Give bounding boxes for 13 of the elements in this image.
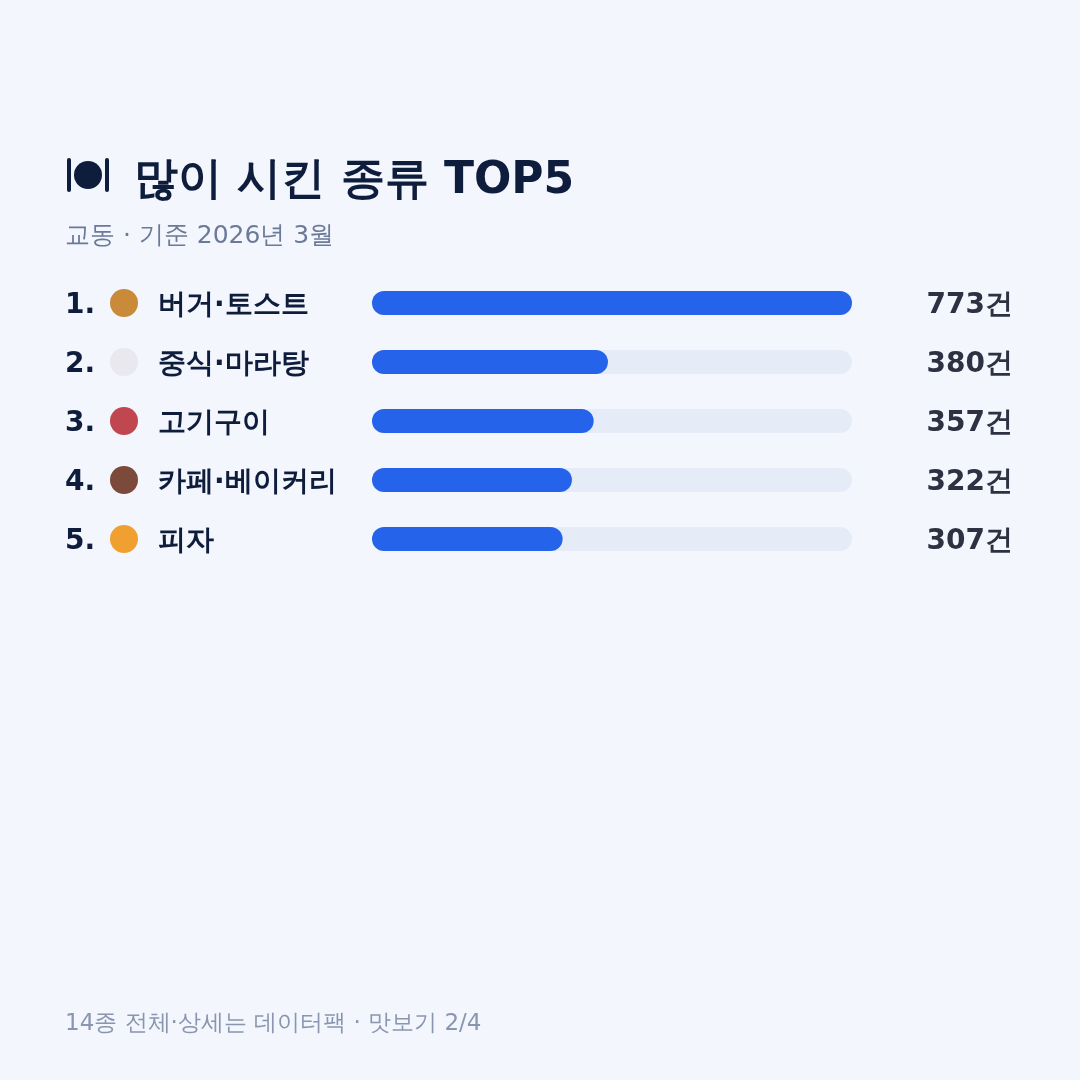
category-label: 3. 고기구이 [65,405,270,438]
data-label: 307건 [926,523,1013,556]
category-label: 2. 중식·마라탕 [65,346,309,379]
category-label: 4. 카페·베이커리 [65,464,337,497]
category-label: 1. 버거·토스트 [65,287,309,320]
data-label: 322건 [926,464,1013,497]
category-label: 5. 피자 [65,523,214,556]
chart-title: 많이 시킨 종류 TOP5 [134,152,575,203]
data-label: 380건 [926,346,1013,379]
data-label: 773건 [926,287,1013,320]
data-label: 357건 [926,405,1013,438]
chart-subtitle: 교동 · 기준 2026년 3월 [65,220,335,249]
text: 14종 전체·상세는 데이터팩 · 맛보기 2/4 [65,1009,482,1035]
